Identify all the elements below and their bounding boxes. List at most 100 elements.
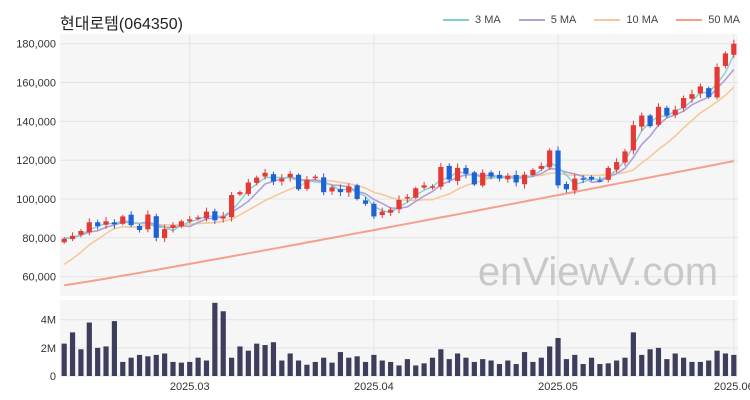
volume-bar: [731, 354, 737, 376]
volume-panel: [60, 300, 738, 376]
volume-bar: [321, 357, 327, 376]
legend-swatch: [676, 19, 703, 21]
price-tick-label: 140,000: [16, 116, 56, 128]
candle-body: [680, 98, 687, 108]
candle-body: [446, 165, 452, 180]
candle-body: [145, 214, 151, 230]
volume-bar: [212, 302, 218, 376]
x-tick-label: 2025.04: [354, 381, 394, 393]
candle-body: [245, 182, 251, 194]
volume-bar: [379, 360, 385, 376]
candle-body: [220, 216, 226, 219]
candle-body: [588, 176, 595, 180]
volume-bar: [187, 361, 193, 376]
candle-body: [706, 88, 712, 98]
candle-body: [438, 166, 444, 187]
candle-body: [404, 197, 410, 199]
legend-item: 3 MA: [443, 14, 501, 26]
candle-body: [321, 177, 327, 193]
volume-bar: [312, 361, 318, 376]
candle-body: [111, 222, 118, 225]
volume-bar: [153, 354, 159, 376]
volume-bar: [287, 353, 293, 376]
volume-bar: [463, 357, 469, 376]
volume-bar: [362, 361, 369, 376]
candle-body: [237, 192, 243, 195]
volume-bar: [446, 359, 452, 376]
volume-bar: [237, 346, 243, 376]
volume-bar: [295, 360, 302, 376]
candle-body: [212, 211, 218, 221]
candle-body: [664, 107, 670, 116]
legend-item: 10 MA: [594, 14, 658, 26]
volume-bar: [388, 361, 394, 376]
x-tick-label: 2025.05: [538, 381, 578, 393]
volume-bar: [622, 357, 628, 376]
volume-bar: [630, 332, 636, 376]
volume-bar: [521, 352, 528, 376]
volume-bar: [396, 365, 402, 376]
price-tick-label: 120,000: [16, 155, 56, 167]
legend-label: 5 MA: [550, 14, 577, 26]
volume-bar: [354, 356, 360, 376]
candle-body: [655, 106, 662, 125]
volume-bar: [680, 357, 687, 376]
volume-bar: [706, 360, 712, 376]
legend-swatch: [443, 19, 470, 21]
volume-bar: [170, 361, 176, 376]
volume-bar: [128, 357, 134, 376]
candle-body: [279, 178, 285, 182]
candle-body: [572, 178, 578, 191]
volume-bar: [471, 361, 477, 376]
candle-body: [605, 167, 611, 180]
volume-bar: [111, 321, 118, 376]
candle-body: [547, 150, 553, 168]
candle-body: [697, 86, 703, 94]
volume-bar: [480, 359, 486, 376]
volume-bar: [664, 359, 670, 376]
volume-bar: [304, 364, 310, 376]
candle-body: [471, 172, 477, 185]
volume-bar: [614, 360, 620, 376]
volume-bar: [413, 365, 419, 376]
candle-body: [563, 183, 570, 190]
candle-body: [329, 187, 335, 192]
price-tick-label: 160,000: [16, 78, 56, 90]
candle-body: [203, 211, 210, 219]
price-tick-label: 80,000: [22, 233, 56, 245]
chart-title: 현대로템(064350): [60, 16, 183, 33]
volume-bar: [254, 343, 260, 376]
volume-bar: [245, 350, 251, 376]
candle-body: [120, 216, 126, 224]
volume-bar: [647, 349, 653, 376]
candle-body: [714, 66, 720, 98]
price-tick-label: 100,000: [16, 194, 56, 206]
volume-bar: [95, 347, 101, 376]
volume-bar: [588, 357, 595, 376]
candle-body: [304, 179, 310, 189]
candle-body: [429, 186, 436, 188]
volume-bar: [547, 346, 553, 376]
volume-bar: [120, 361, 126, 376]
volume-bar: [429, 357, 436, 376]
candle-body: [254, 177, 260, 183]
volume-bar: [697, 361, 703, 376]
volume-bar: [488, 360, 494, 376]
volume-tick-label: 2M: [41, 343, 56, 355]
candle-body: [396, 199, 402, 210]
ma50-line: [64, 160, 734, 287]
volume-bar: [270, 342, 277, 376]
x-tick-label: 2025.06: [714, 381, 750, 393]
candle-body: [463, 167, 469, 174]
candle-body: [295, 174, 302, 190]
candle-body: [103, 221, 109, 225]
legend-item: 5 MA: [518, 14, 577, 26]
legend-label: 10 MA: [626, 14, 659, 26]
volume-bar: [438, 349, 444, 376]
candle-body: [354, 185, 360, 199]
candle-body: [162, 229, 168, 239]
candle-body: [195, 217, 201, 219]
candle-body: [69, 235, 76, 240]
volume-bar: [337, 352, 344, 376]
